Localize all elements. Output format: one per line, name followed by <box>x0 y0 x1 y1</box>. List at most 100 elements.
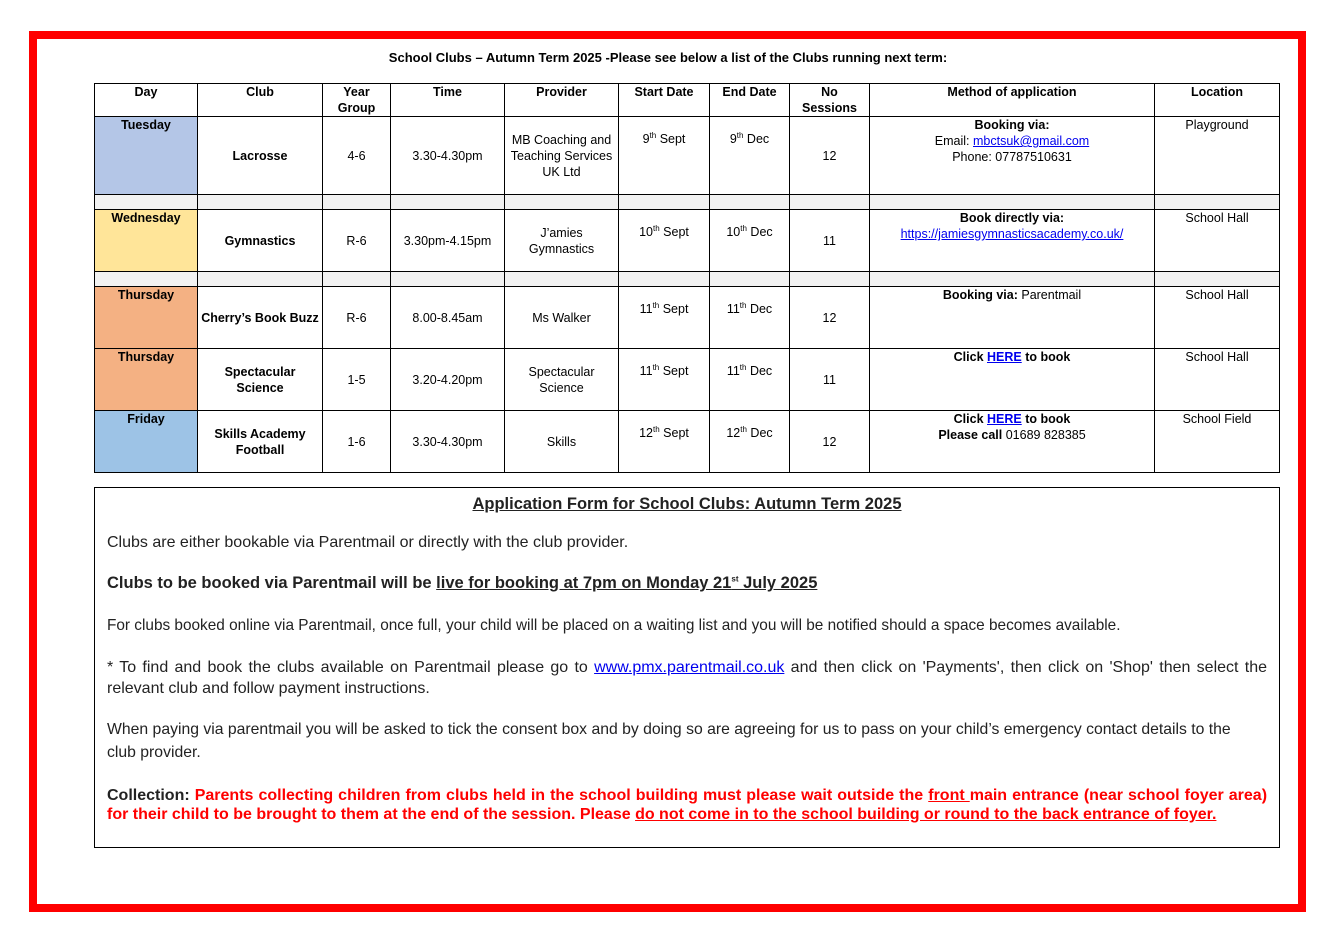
spacer-cell <box>618 194 710 210</box>
date-suffix: th <box>739 300 747 310</box>
method-line: https://jamiesgymnasticsacademy.co.uk/ <box>872 226 1152 242</box>
table-row: Thursday Cherry’s Book Buzz R-6 8.00-8.45am… <box>94 286 1280 349</box>
method-text: Please call <box>938 428 1006 442</box>
start-date-cell: 9th Sept <box>618 116 710 195</box>
sessions-cell: 11 <box>789 348 870 411</box>
date-month: Sept <box>659 302 689 316</box>
provider-cell: Ms Walker <box>504 286 619 349</box>
column-header-start-date: Start Date <box>618 83 710 117</box>
instructions-text: * To find and book the clubs available o… <box>107 659 595 676</box>
club-cell: Lacrosse <box>197 116 323 195</box>
date-month: Sept <box>659 426 689 440</box>
spacer-cell <box>869 194 1155 210</box>
method-text: Booking via: <box>942 288 1022 302</box>
location-cell: School Hall <box>1154 286 1280 349</box>
spacer-cell <box>322 194 391 210</box>
date-month: Sept <box>656 132 686 146</box>
location-cell: Playground <box>1154 116 1280 195</box>
method-text: to book <box>1021 350 1071 364</box>
date-suffix: th <box>649 130 657 140</box>
date-day: 9 <box>729 132 737 146</box>
provider-cell: J’amies Gymnastics <box>504 209 619 272</box>
date-month: Dec <box>743 132 770 146</box>
column-header-no-sessions: No Sessions <box>789 83 870 117</box>
method-text: Phone: 07787510631 <box>952 150 1072 164</box>
date-month: Sept <box>659 225 689 239</box>
spacer-row <box>94 271 1280 287</box>
booking-link[interactable]: HERE <box>987 412 1022 426</box>
collection-paragraph: Collection: Parents collecting children … <box>107 786 1267 824</box>
club-cell: Gymnastics <box>197 209 323 272</box>
parentmail-link[interactable]: www.pmx.parentmail.co.uk <box>594 659 785 676</box>
sessions-cell: 12 <box>789 286 870 349</box>
column-header-location: Location <box>1154 83 1280 117</box>
sessions-cell: 11 <box>789 209 870 272</box>
application-form: Application Form for School Clubs: Autum… <box>94 487 1280 848</box>
column-header-end-date: End Date <box>709 83 790 117</box>
date-day: 11 <box>726 302 740 316</box>
method-line: Click HERE to book <box>872 349 1152 365</box>
spacer-row <box>94 194 1280 210</box>
method-text: Email: <box>934 134 973 148</box>
location-cell: School Hall <box>1154 348 1280 411</box>
spacer-cell <box>197 194 323 210</box>
table-row: Tuesday Lacrosse 4-6 3.30-4.30pm MB Coaching… <box>94 116 1280 195</box>
spacer-cell <box>504 271 619 287</box>
collection-text-2: main entrance (near school foyer area) f… <box>107 787 1268 823</box>
table-row: Thursday Spectacular Science 1-5 3.20-4.20p… <box>94 348 1280 411</box>
end-date-cell: 10th Dec <box>709 209 790 272</box>
column-header-method-of-application: Method of application <box>869 83 1155 117</box>
spacer-cell <box>322 271 391 287</box>
spacer-cell <box>390 194 505 210</box>
booking-live-paragraph: Clubs to be booked via Parentmail will b… <box>107 573 1267 594</box>
method-line: Book directly via: <box>872 210 1152 226</box>
method-cell: Click HERE to book Please call 01689 8283… <box>869 410 1155 473</box>
start-date-cell: 10th Sept <box>618 209 710 272</box>
method-line: Booking via: Parentmail <box>872 287 1152 303</box>
spacer-cell <box>709 271 790 287</box>
spacer-cell <box>94 271 198 287</box>
spacer-cell <box>390 271 505 287</box>
time-cell: 8.00-8.45am <box>390 286 505 349</box>
method-text: Click <box>953 350 987 364</box>
sessions-cell: 12 <box>789 410 870 473</box>
date-suffix: th <box>740 223 747 233</box>
end-date-cell: 9th Dec <box>709 116 790 195</box>
column-header-provider: Provider <box>504 83 619 117</box>
start-date-cell: 12th Sept <box>618 410 710 473</box>
method-text: to book <box>1021 412 1071 426</box>
column-header-time: Time <box>390 83 505 117</box>
page-title: School Clubs – Autumn Term 2025 -Please … <box>388 50 948 65</box>
spacer-cell <box>1154 194 1280 210</box>
collection-warning: do not come in to the school building or… <box>635 806 1217 823</box>
collection-front: front <box>928 787 970 804</box>
method-line: Please call 01689 828385 <box>872 427 1152 443</box>
year-group-cell: R-6 <box>322 209 391 272</box>
date-day: 10 <box>639 225 654 239</box>
date-month: Dec <box>746 225 773 239</box>
parentmail-instructions-paragraph: * To find and book the clubs available o… <box>107 657 1267 699</box>
clubs-table: Day Club Year Group Time Provider Start Date E… <box>94 83 1280 473</box>
date-day: 11 <box>726 364 740 378</box>
column-header-club: Club <box>197 83 323 117</box>
date-month: Dec <box>746 302 773 316</box>
column-header-day: Day <box>94 83 198 117</box>
method-text: 01689 828385 <box>1005 428 1086 442</box>
sessions-cell: 12 <box>789 116 870 195</box>
booking-link[interactable]: HERE <box>987 350 1022 364</box>
method-line: Booking via: <box>872 117 1152 133</box>
start-date-cell: 11th Sept <box>618 286 710 349</box>
year-group-cell: R-6 <box>322 286 391 349</box>
booking-link[interactable]: mbctsuk@gmail.com <box>973 134 1090 148</box>
date-suffix: th <box>653 223 660 233</box>
day-cell: Thursday <box>94 348 198 411</box>
club-cell: Spectacular Science <box>197 348 323 411</box>
booking-link[interactable]: https://jamiesgymnasticsacademy.co.uk/ <box>900 227 1124 241</box>
booking-live-year: July 2025 <box>738 574 818 592</box>
date-suffix: th <box>652 300 660 310</box>
collection-text: Parents collecting children from clubs h… <box>194 787 929 804</box>
time-cell: 3.30-4.30pm <box>390 410 505 473</box>
spacer-cell <box>789 194 870 210</box>
table-row: Wednesday Gymnastics R-6 3.30pm-4.15pm J’ami… <box>94 209 1280 272</box>
date-suffix: th <box>740 424 747 434</box>
